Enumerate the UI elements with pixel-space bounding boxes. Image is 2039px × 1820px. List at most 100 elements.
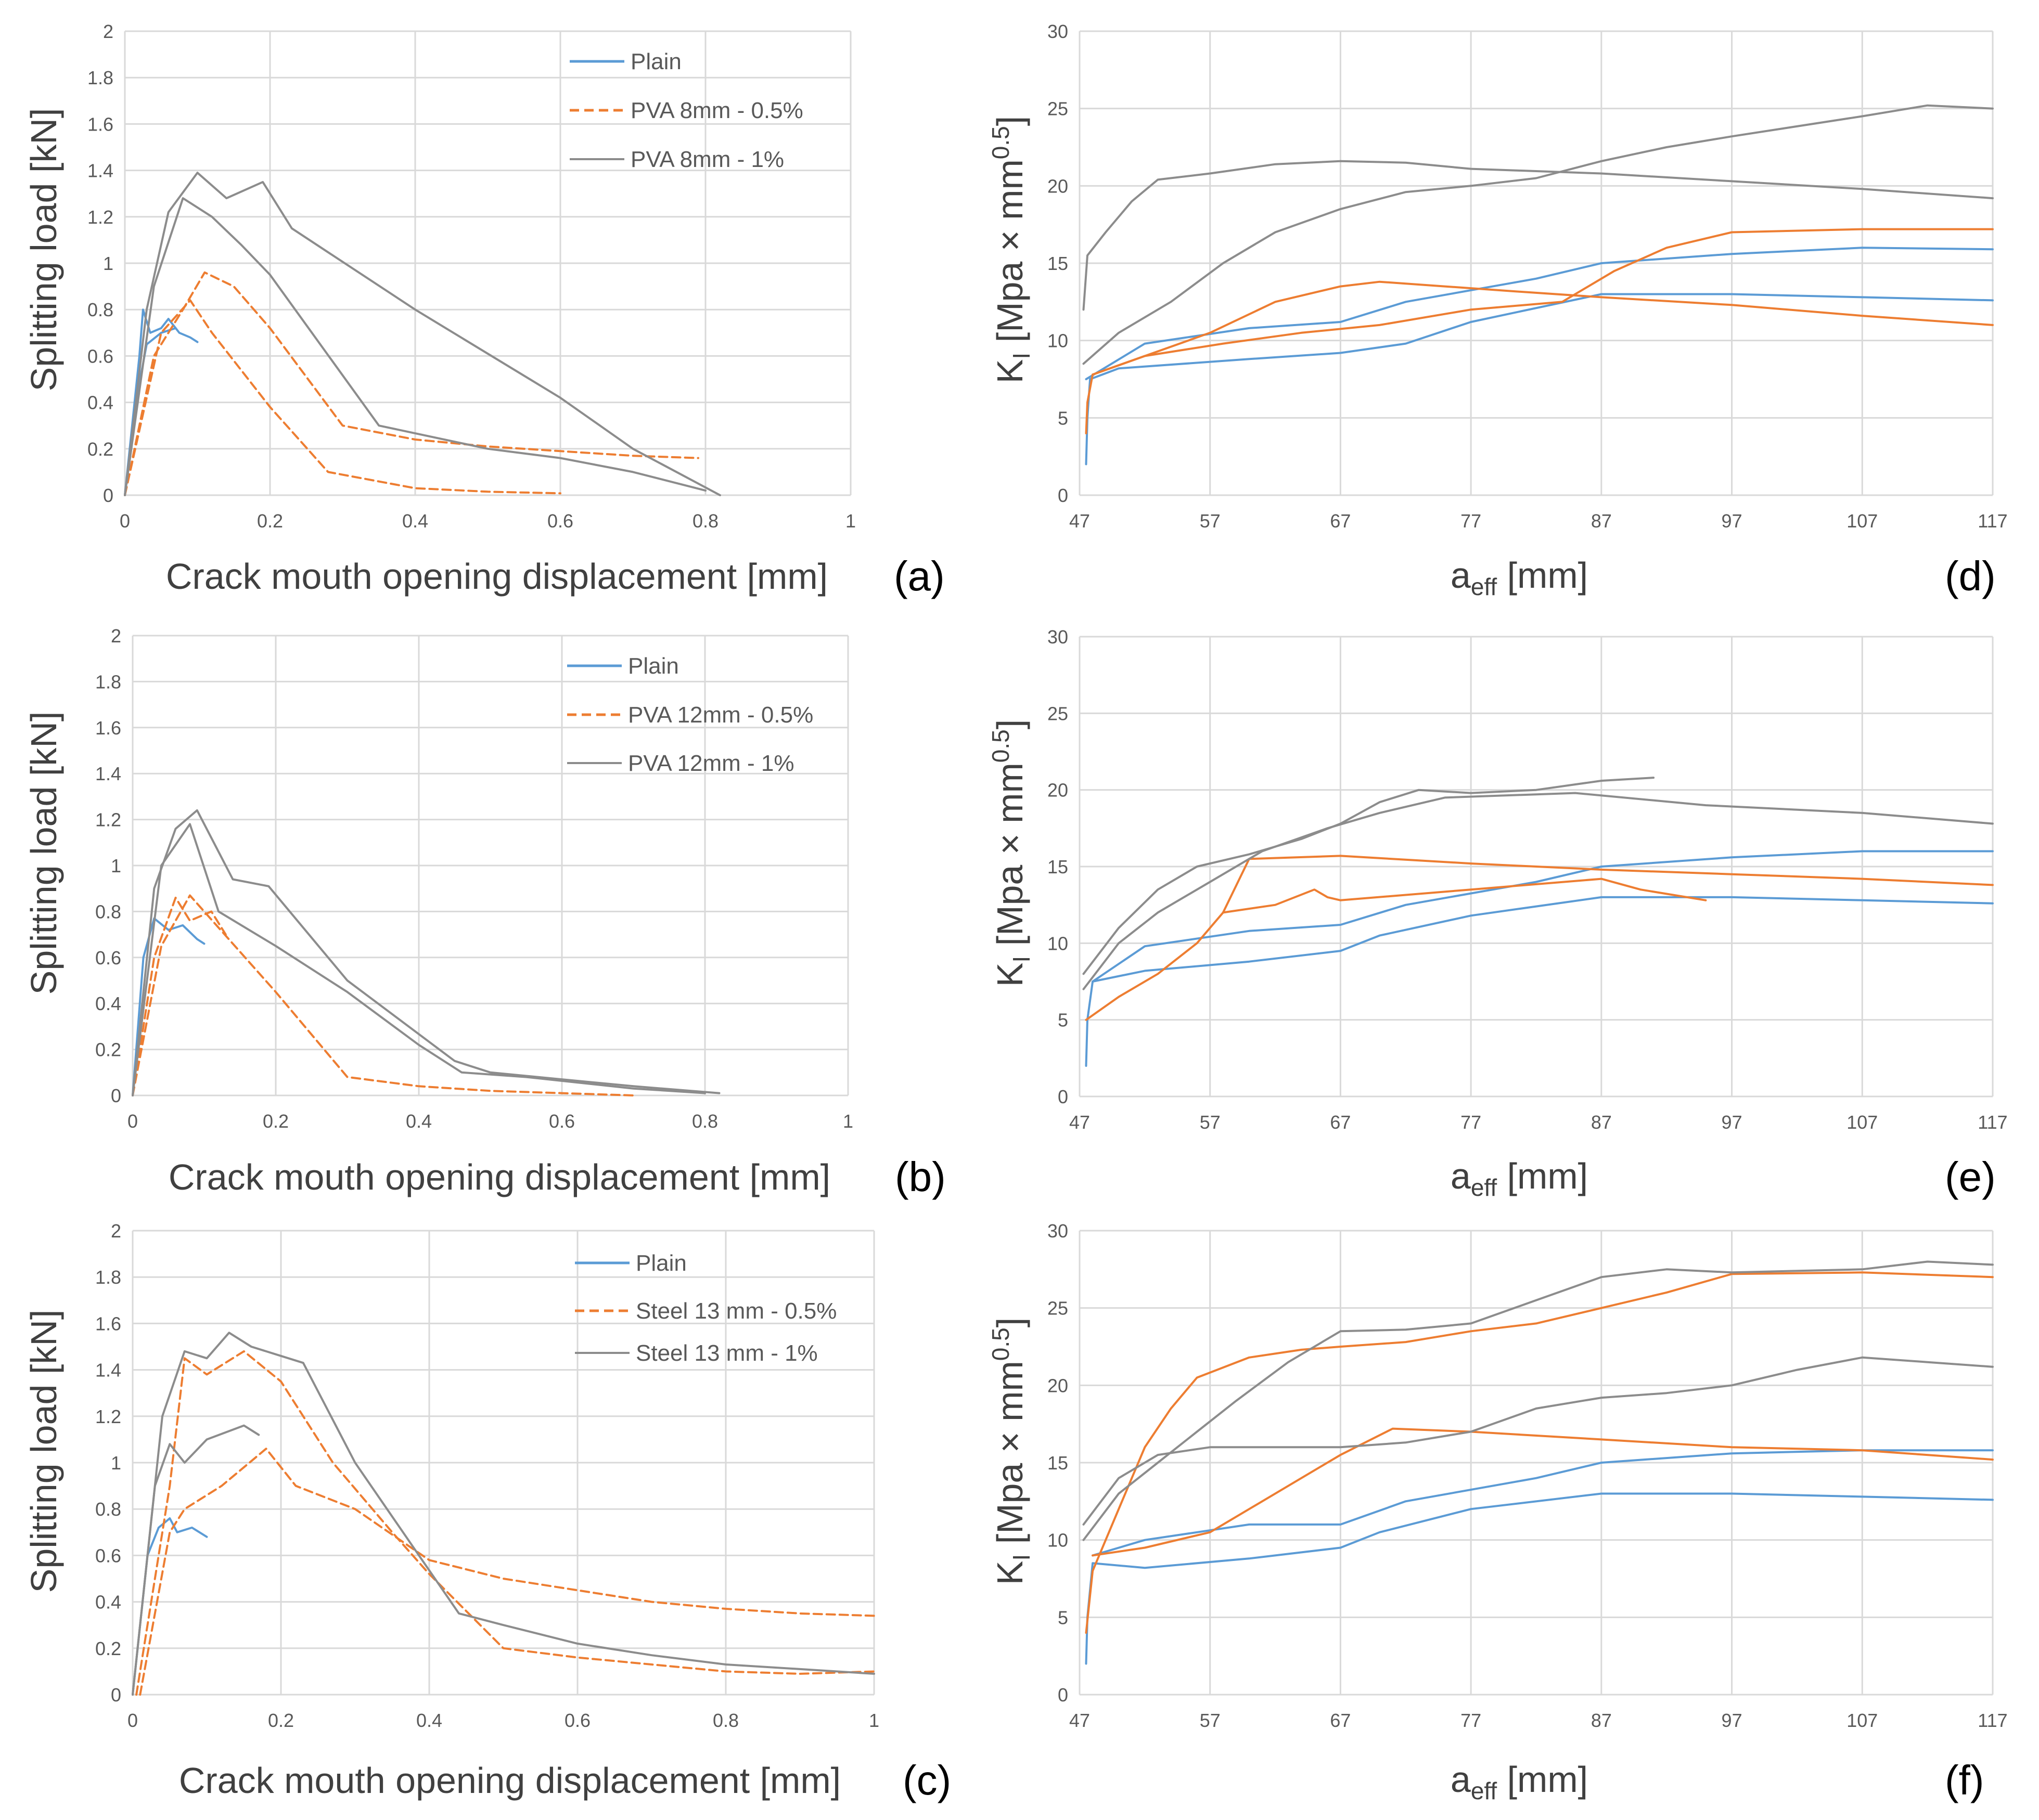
x-axis-label-f: aeff [mm] bbox=[1451, 1759, 1588, 1804]
y-tick-label: 1.4 bbox=[87, 160, 113, 182]
panel-a: 0 0.2 0.4 0.6 0.8 1 0 0.2 0.4 0.6 0.8 1 1.2 1.4 1.6 1.8… bbox=[23, 21, 945, 599]
y-tick-label: 0.4 bbox=[95, 993, 121, 1014]
y-tick-label: 5 bbox=[1058, 407, 1068, 429]
y-tick-label: 0.2 bbox=[95, 1638, 121, 1659]
plot-area-f: 47 57 67 77 87 97 107 117 0 5 10 15 20 25 30 bbox=[1047, 1220, 2008, 1731]
x-tick-label: 0.8 bbox=[713, 1710, 739, 1731]
x-tick-label: 0.4 bbox=[406, 1111, 432, 1132]
x-tick-label: 77 bbox=[1460, 1710, 1481, 1731]
y-tick-label: 15 bbox=[1047, 253, 1068, 274]
x-axis-label-b: Crack mouth opening displacement [mm] bbox=[169, 1157, 830, 1197]
y-tick-label: 25 bbox=[1047, 1298, 1068, 1319]
series-steel-13-mm-1-line bbox=[132, 1424, 260, 1696]
x-tick-label: 0 bbox=[120, 510, 130, 532]
y-tick-label: 1.6 bbox=[95, 1313, 121, 1334]
y-tick-label: 1.8 bbox=[95, 671, 121, 692]
legend-label-steel-1: Steel 13 mm - 1% bbox=[636, 1340, 818, 1366]
y-tick-label: 15 bbox=[1047, 1452, 1068, 1474]
y-tick-label: 0.6 bbox=[95, 1545, 121, 1566]
x-tick-label: 107 bbox=[1846, 1112, 1878, 1133]
legend-a: Plain PVA 8mm - 0.5% PVA 8mm - 1% bbox=[570, 49, 803, 172]
y-axis-label-d: KI [Mpa × mm0.5] bbox=[987, 116, 1035, 383]
x-tick-label: 117 bbox=[1978, 1112, 2007, 1133]
x-axis-label-c: Crack mouth opening displacement [mm] bbox=[179, 1760, 841, 1801]
y-tick-label: 1.8 bbox=[95, 1267, 121, 1288]
plot-area-c: 0 0.2 0.4 0.6 0.8 1 0 0.2 0.4 0.6 0.8 1 1.2 1.4 1.6 1.8… bbox=[95, 1220, 879, 1731]
x-tick-label: 1 bbox=[869, 1710, 879, 1731]
y-axis-label-a: Splitting load [kN] bbox=[23, 108, 64, 392]
y-tick-label: 0 bbox=[111, 1085, 121, 1106]
x-tick-label: 107 bbox=[1846, 1710, 1878, 1731]
x-tick-label: 0.2 bbox=[257, 510, 283, 532]
x-tick-label: 0.4 bbox=[402, 510, 428, 532]
y-tick-label: 25 bbox=[1047, 703, 1068, 724]
x-tick-label: 77 bbox=[1460, 1112, 1481, 1133]
panel-label-b: (b) bbox=[895, 1154, 946, 1200]
y-tick-label: 0.6 bbox=[87, 345, 113, 367]
x-tick-label: 107 bbox=[1846, 510, 1878, 532]
y-tick-label: 0.4 bbox=[95, 1592, 121, 1613]
y-tick-label: 0 bbox=[1058, 1086, 1068, 1107]
x-tick-label: 0.8 bbox=[693, 510, 719, 532]
y-tick-label: 25 bbox=[1047, 98, 1068, 120]
y-tick-label: 20 bbox=[1047, 780, 1068, 801]
y-tick-label: 1.2 bbox=[87, 206, 113, 228]
y-tick-label: 30 bbox=[1047, 1220, 1068, 1242]
panel-label-d: (d) bbox=[1945, 553, 1996, 599]
y-tick-label: 2 bbox=[111, 1220, 121, 1242]
series-pva-8mm-1-line bbox=[1082, 104, 1994, 365]
y-tick-label: 1.8 bbox=[87, 67, 113, 88]
y-tick-label: 0 bbox=[1058, 1684, 1068, 1706]
y-axis-label-b: Splitting load [kN] bbox=[23, 712, 64, 995]
y-tick-label: 5 bbox=[1058, 1010, 1068, 1031]
x-tick-label: 77 bbox=[1460, 510, 1481, 532]
x-tick-label: 0.4 bbox=[416, 1710, 442, 1731]
panel-f: 47 57 67 77 87 97 107 117 0 5 10 15 20 25 30 aeff [mm]… bbox=[987, 1220, 2008, 1804]
y-tick-label: 1.6 bbox=[95, 717, 121, 739]
x-tick-label: 0 bbox=[127, 1710, 138, 1731]
series-pva-12mm-1-line bbox=[132, 823, 706, 1096]
series-pva-8mm-1-line bbox=[124, 172, 721, 496]
x-axis-label-d: aeff [mm] bbox=[1451, 555, 1588, 600]
y-tick-label: 0.8 bbox=[95, 1499, 121, 1520]
y-tick-label: 2 bbox=[103, 21, 113, 42]
series-steel-13-mm-0-5-line bbox=[1092, 1427, 1994, 1557]
series-plain-line bbox=[1092, 850, 1994, 983]
y-tick-label: 1.2 bbox=[95, 1406, 121, 1427]
series-plain-line bbox=[124, 308, 199, 496]
series-pva-12mm-0-5-line bbox=[132, 894, 635, 1096]
legend-c: Plain Steel 13 mm - 0.5% Steel 13 mm - 1… bbox=[575, 1250, 837, 1366]
x-tick-label: 87 bbox=[1591, 1112, 1612, 1133]
panel-label-e: (e) bbox=[1945, 1154, 1996, 1200]
series-steel-13-mm-0-5-line bbox=[135, 1350, 875, 1696]
series-plain-line bbox=[132, 917, 206, 1096]
series-pva-12mm-1-line bbox=[132, 809, 721, 1096]
legend-label-plain: Plain bbox=[631, 49, 682, 74]
y-tick-label: 0 bbox=[1058, 485, 1068, 506]
x-tick-label: 67 bbox=[1330, 510, 1351, 532]
y-tick-label: 1.2 bbox=[95, 809, 121, 831]
legend-label-pva12-1: PVA 12mm - 1% bbox=[628, 751, 794, 776]
series-pva-12mm-1-line bbox=[1082, 792, 1994, 990]
y-axis-label-f: KI [Mpa × mm0.5] bbox=[987, 1318, 1035, 1585]
x-tick-label: 47 bbox=[1069, 510, 1090, 532]
plot-area-b: 0 0.2 0.4 0.6 0.8 1 0 0.2 0.4 0.6 0.8 1 1.2 1.4 1.6 1.8… bbox=[95, 625, 853, 1132]
x-tick-label: 87 bbox=[1591, 1710, 1612, 1731]
panel-label-a: (a) bbox=[894, 553, 945, 599]
y-tick-label: 0.8 bbox=[87, 299, 113, 320]
legend-label-plain: Plain bbox=[636, 1250, 687, 1276]
x-tick-label: 0.2 bbox=[263, 1111, 289, 1132]
series-pva-8mm-0-5-line bbox=[124, 271, 699, 496]
series-steel-13-mm-1-line bbox=[132, 1332, 875, 1696]
x-tick-label: 0.8 bbox=[692, 1111, 718, 1132]
panel-b: 0 0.2 0.4 0.6 0.8 1 0 0.2 0.4 0.6 0.8 1 1.2 1.4 1.6 1.8… bbox=[23, 625, 946, 1200]
y-tick-label: 30 bbox=[1047, 21, 1068, 42]
y-tick-label: 0.6 bbox=[95, 947, 121, 969]
legend-b: Plain PVA 12mm - 0.5% PVA 12mm - 1% bbox=[567, 653, 813, 776]
series-plain-line bbox=[1085, 247, 1994, 380]
plot-area-a: 0 0.2 0.4 0.6 0.8 1 0 0.2 0.4 0.6 0.8 1 1.2 1.4 1.6 1.8… bbox=[87, 21, 856, 532]
legend-label-steel-05: Steel 13 mm - 0.5% bbox=[636, 1298, 837, 1324]
series-steel-13-mm-0-5-line bbox=[139, 1448, 875, 1696]
legend-label-pva12-05: PVA 12mm - 0.5% bbox=[628, 702, 813, 728]
y-tick-label: 20 bbox=[1047, 1375, 1068, 1396]
